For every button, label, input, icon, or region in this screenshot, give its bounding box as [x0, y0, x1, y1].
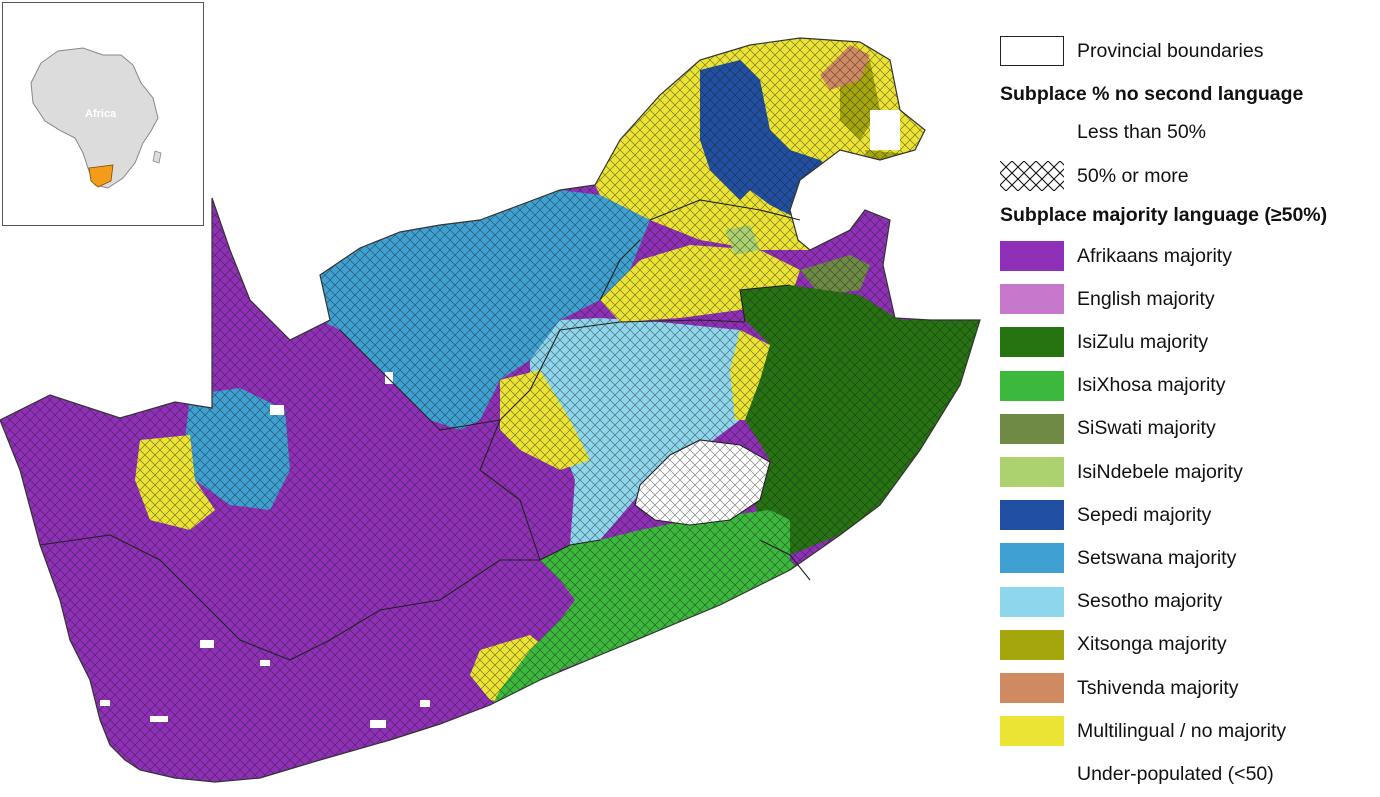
legend-row-underpopulated: Under-populated (<50) — [1000, 759, 1274, 789]
africa-inset-map: Africa — [2, 2, 204, 226]
provincial-boundaries — [39, 199, 811, 661]
legend-row-majority: IsiXhosa majority — [1000, 370, 1226, 401]
legend-color-swatch — [1000, 327, 1064, 358]
legend-row-majority: Setswana majority — [1000, 543, 1237, 574]
legend-row-majority: English majority — [1000, 284, 1215, 315]
legend-majority-label: Setswana majority — [1077, 546, 1237, 569]
less-50-swatch — [1000, 117, 1064, 147]
inset-africa-label: Africa — [85, 108, 117, 120]
legend-row-majority: Sesotho majority — [1000, 586, 1223, 617]
boundary-swatch — [1000, 36, 1064, 66]
legend-color-swatch — [1000, 500, 1064, 531]
legend-row-majority: Tshivenda majority — [1000, 673, 1238, 703]
legend-color-swatch — [1000, 629, 1064, 660]
legend-row-50-more: 50% or more — [1000, 161, 1189, 191]
legend-color-swatch — [1000, 457, 1064, 487]
legend-majority-label: Multilingual / no majority — [1077, 719, 1287, 742]
legend-color-swatch — [1000, 716, 1064, 747]
boundaries-label: Provincial boundaries — [1077, 39, 1264, 62]
underpopulated-label: Under-populated (<50) — [1077, 762, 1274, 785]
legend-majority-label: SiSwati majority — [1077, 417, 1216, 440]
legend-row-less-50: Less than 50% — [1000, 117, 1206, 147]
majority-title: Subplace majority language (≥50%) — [1000, 204, 1328, 226]
south-africa-highlight — [88, 164, 114, 188]
legend-majority-label: Xitsonga majority — [1077, 633, 1227, 656]
africa-silhouette: Africa — [30, 47, 162, 189]
legend-row-majority: Sepedi majority — [1000, 500, 1212, 531]
legend-majority-label: IsiXhosa majority — [1077, 374, 1226, 397]
crosshatch-swatch — [1000, 161, 1064, 191]
legend-color-swatch — [1000, 241, 1064, 271]
legend-row-majority: SiSwati majority — [1000, 413, 1216, 444]
underpopulated-swatch — [1000, 759, 1064, 789]
legend-color-swatch — [1000, 673, 1064, 703]
legend-majority-label: Tshivenda majority — [1077, 676, 1239, 699]
legend-color-swatch — [1000, 284, 1064, 315]
legend-row-majority: Xitsonga majority — [1000, 629, 1227, 660]
legend-color-swatch — [1000, 586, 1064, 617]
legend-color-swatch — [1000, 370, 1064, 401]
legend-row-boundaries: Provincial boundaries — [1000, 36, 1263, 66]
second-language-title: Subplace % no second language — [1000, 83, 1304, 105]
legend-majority-label: Sesotho majority — [1077, 590, 1223, 613]
legend-majority-label: Afrikaans majority — [1077, 244, 1232, 267]
legend-majority-label: English majority — [1077, 287, 1215, 310]
less-50-label: Less than 50% — [1077, 120, 1207, 143]
legend-majority-label: IsiZulu majority — [1077, 330, 1209, 353]
legend-majority-label: Sepedi majority — [1077, 503, 1212, 526]
legend-row-majority: Multilingual / no majority — [1000, 716, 1287, 747]
legend-row-majority: IsiNdebele majority — [1000, 457, 1243, 487]
legend-row-majority: Afrikaans majority — [1000, 241, 1232, 271]
legend-color-swatch — [1000, 413, 1064, 444]
legend-majority-label: IsiNdebele majority — [1077, 460, 1243, 483]
fifty-or-more-label: 50% or more — [1077, 164, 1189, 187]
legend-color-swatch — [1000, 543, 1064, 574]
legend-row-majority: IsiZulu majority — [1000, 327, 1209, 358]
